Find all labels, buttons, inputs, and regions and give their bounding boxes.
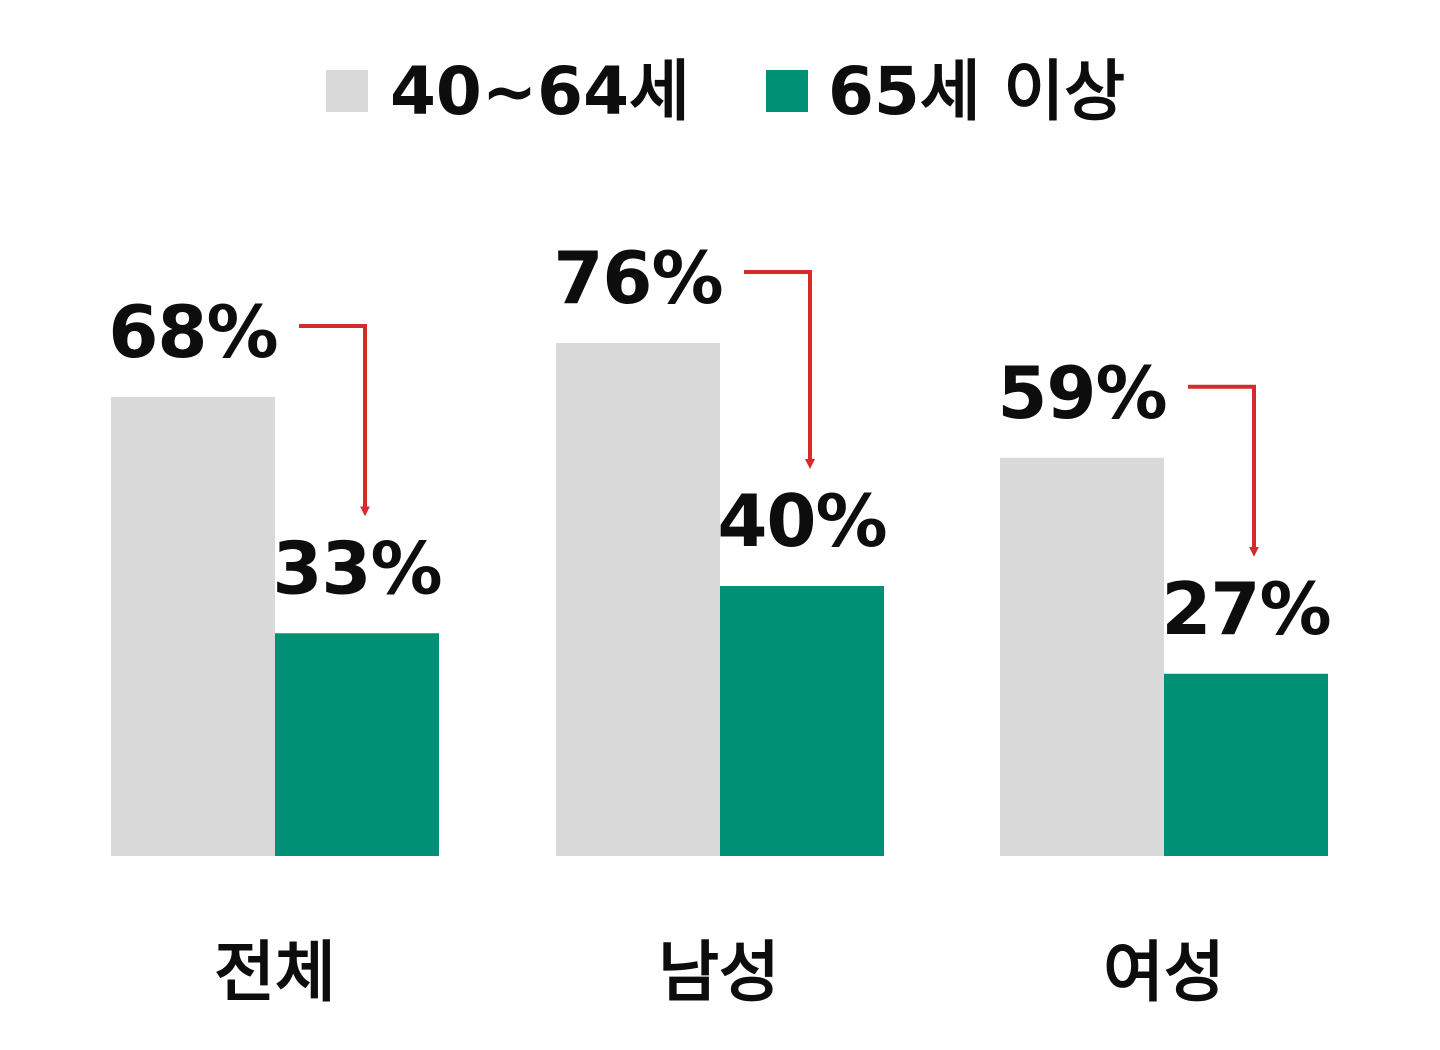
value-label-65-plus-2: 27%	[1161, 567, 1330, 651]
change-arrow-2	[1188, 384, 1259, 557]
legend-label-40-64: 40~64세	[390, 53, 690, 130]
bar-40-64-0	[111, 397, 275, 856]
bar-40-64-2	[1000, 457, 1164, 856]
change-arrows	[299, 270, 1259, 557]
category-axis: 전체 남성 여성	[214, 934, 1224, 1011]
category-label-male: 남성	[658, 934, 779, 1011]
legend-label-65-plus: 65세 이상	[828, 53, 1125, 130]
category-label-female: 여성	[1103, 934, 1224, 1011]
bar-40-64-1	[556, 343, 720, 856]
value-label-40-64-1: 76%	[553, 236, 722, 320]
legend: 40~64세 65세 이상	[326, 53, 1125, 130]
value-label-40-64-0: 68%	[108, 290, 277, 374]
change-arrow-1	[744, 270, 815, 469]
bars	[111, 343, 1328, 856]
value-label-65-plus-1: 40%	[717, 479, 886, 563]
bar-65-plus-1	[720, 586, 884, 856]
bar-65-plus-0	[275, 633, 439, 856]
legend-swatch-65-plus	[766, 70, 808, 112]
category-label-total: 전체	[214, 934, 335, 1011]
change-arrow-0	[299, 324, 370, 517]
bar-65-plus-2	[1164, 673, 1328, 856]
value-label-65-plus-0: 33%	[272, 526, 441, 610]
legend-swatch-40-64	[326, 70, 368, 112]
value-labels: 68% 33% 76% 40% 59% 27%	[108, 236, 1331, 651]
value-label-40-64-2: 59%	[997, 351, 1166, 435]
